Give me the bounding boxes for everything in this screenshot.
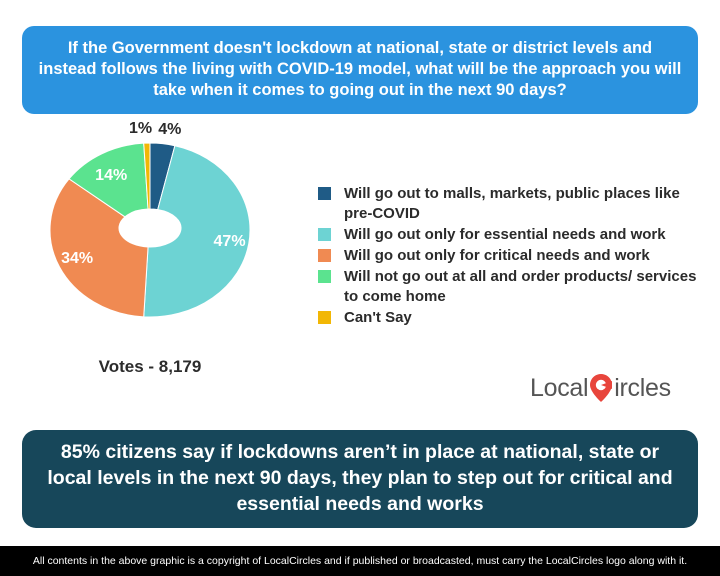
localcircles-logo: Local ircles [530,374,700,414]
copyright-footer: All contents in the above graphic is a c… [0,546,720,576]
votes-count: Votes - 8,179 [98,357,202,376]
donut-chart: 4% 47% 34% 14% 1% [49,120,251,318]
legend-swatch-4 [318,311,331,324]
legend-swatch-1 [318,228,331,241]
pie-slice-3 [68,142,149,218]
slice-label-0: 4% [158,121,181,138]
legend-label-4: Can't Say [344,309,412,326]
logo-text-part2: ircles [614,374,671,402]
slice-label-1: 47% [214,233,246,250]
pie-slice-4 [143,142,151,210]
legend-label-3: Will not go out at all and order product… [344,268,697,305]
slice-label-2: 34% [61,250,93,267]
logo-text-part1: Local [530,374,589,402]
legend-swatch-3 [318,270,331,283]
legend-label-1: Will go out only for essential needs and… [344,226,666,243]
question-banner: If the Government doesn't lockdown at na… [22,26,698,114]
finding-text: 85% citizens say if lockdowns aren’t in … [47,441,673,515]
question-text: If the Government doesn't lockdown at na… [38,39,682,99]
pie-slice-2 [49,178,149,318]
legend-item-3: Will not go out at all and order product… [318,267,708,307]
logo-text: Local ircles [530,374,671,402]
legend-label-2: Will go out only for critical needs and … [344,247,650,264]
pie-slice-1 [143,145,251,318]
legend-item-2: Will go out only for critical needs and … [318,246,708,266]
legend-swatch-2 [318,249,331,262]
chart-legend: Will go out to malls, markets, public pl… [318,184,708,329]
legend-label-0: Will go out to malls, markets, public pl… [344,185,680,222]
legend-item-0: Will go out to malls, markets, public pl… [318,184,708,224]
legend-item-1: Will go out only for essential needs and… [318,225,708,245]
map-pin-c-icon [589,374,613,402]
finding-banner: 85% citizens say if lockdowns aren’t in … [22,430,698,528]
legend-item-4: Can't Say [318,308,708,328]
slice-label-3: 14% [95,167,127,184]
slice-label-4: 1% [129,120,152,137]
legend-swatch-0 [318,187,331,200]
